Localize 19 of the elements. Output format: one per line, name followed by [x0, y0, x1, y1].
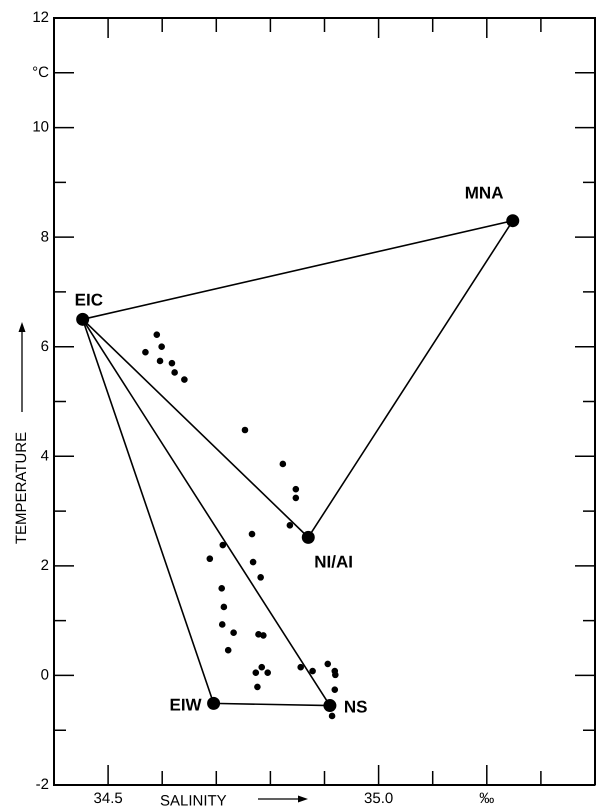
y-tick-label: 2 — [40, 557, 49, 574]
y-tick-label: 0 — [40, 666, 49, 684]
annotation: NI/AI — [314, 552, 354, 572]
y-tick-label: -2 — [36, 776, 49, 794]
y-tick-label: 12 — [32, 9, 49, 26]
y-tick-label: 8 — [40, 228, 49, 246]
x-axis-title: SALINITY — [160, 792, 227, 810]
annotation: MNA — [464, 184, 504, 203]
x-tick-label: ‰ — [479, 790, 494, 808]
y-tick-label: 10 — [32, 118, 49, 136]
annotation: EIC — [74, 290, 104, 310]
x-tick-label: 34.5 — [94, 790, 123, 808]
y-tick-label: 4 — [40, 447, 49, 464]
y-axis-title: TEMPERATURE — [13, 432, 30, 544]
y-tick-label: °C — [32, 64, 50, 81]
annotation: NS — [344, 698, 368, 717]
y-tick-label: 6 — [40, 338, 49, 355]
x-tick-label: 35.0 — [364, 790, 394, 808]
annotation: EIW — [169, 695, 203, 714]
